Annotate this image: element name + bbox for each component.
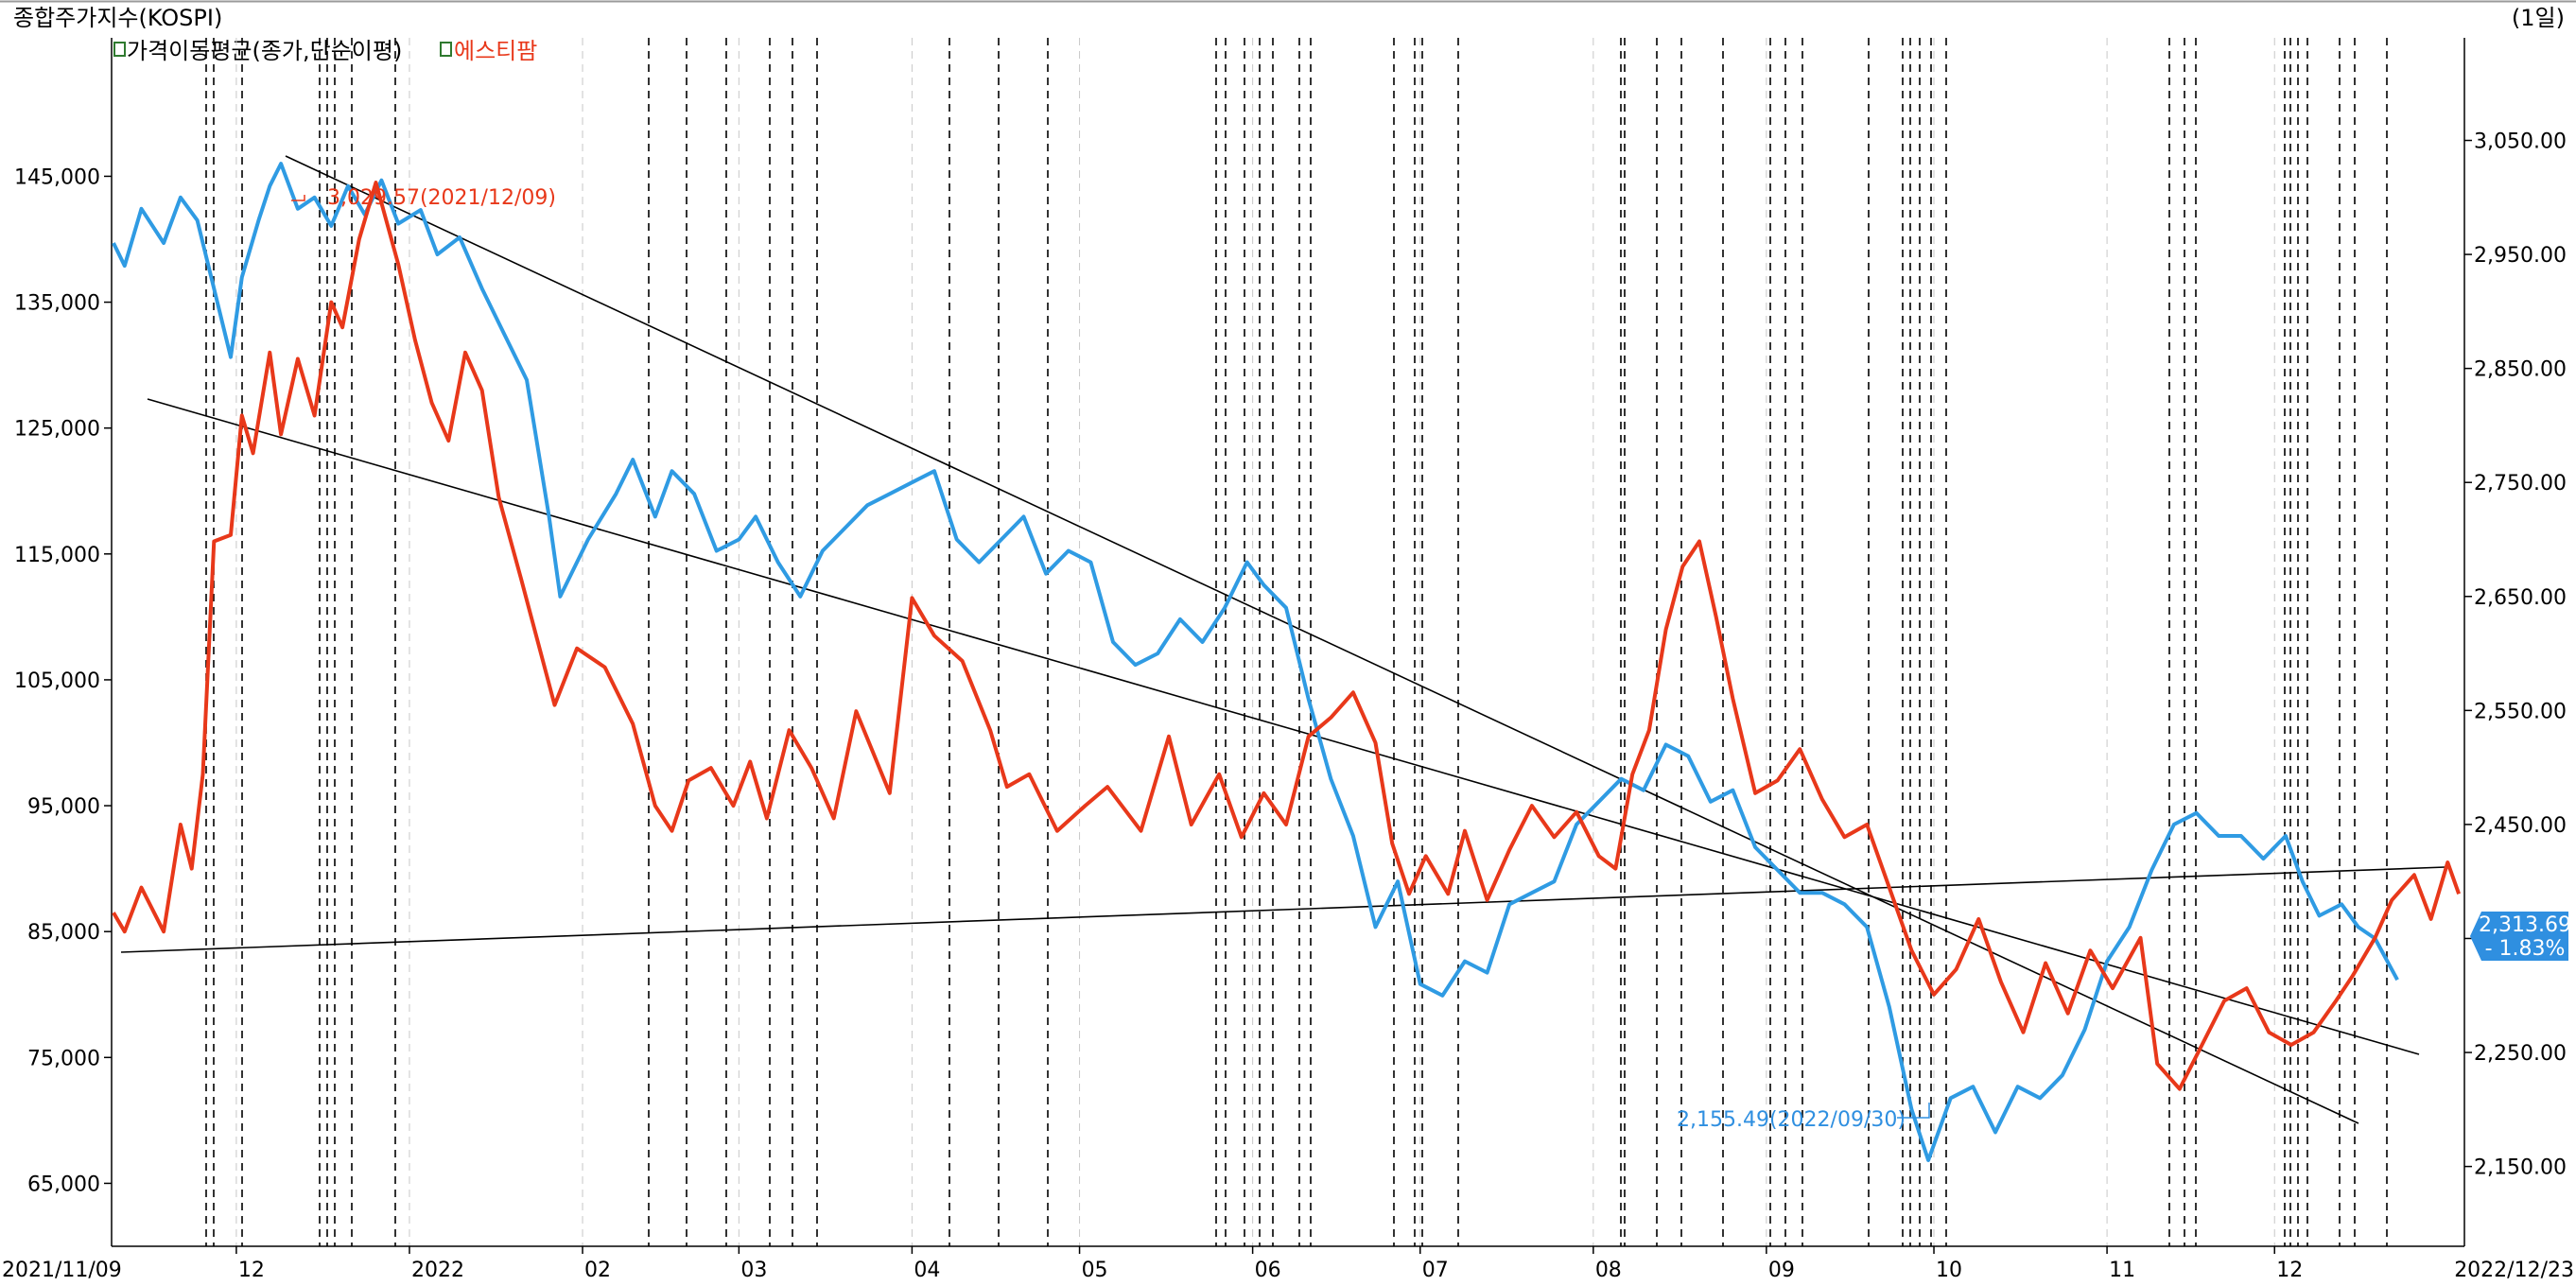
period-label[interactable]: (1일) — [2512, 5, 2565, 31]
left-tick-label: 105,000 — [14, 669, 100, 693]
current-value: 2,313.69 — [2479, 913, 2571, 937]
month-grid-lines — [235, 38, 2275, 1246]
x-tick-label: 2021/11/09 — [2, 1259, 122, 1282]
right-tick-label: 2,750.00 — [2474, 472, 2567, 495]
annotation-high: 3,029.57(2021/12/09) — [291, 186, 556, 210]
x-axis-ticks: 2021/11/09 12 2022 02 03 04 05 06 07 08 09 10 11 12 20… — [2, 1246, 2574, 1282]
right-tick-label: 2,650.00 — [2474, 586, 2567, 610]
trend-line-upper — [285, 155, 2359, 1124]
legend-stock-label[interactable]: 에스티팜 — [454, 38, 537, 64]
right-tick-label: 2,850.00 — [2474, 358, 2567, 382]
series-line-stock — [112, 181, 2461, 1091]
annotation-low-label: 2,155.49(2022/09/30) — [1677, 1108, 1906, 1132]
legend-ma-checkbox-icon[interactable] — [113, 42, 126, 57]
x-tick-label: 10 — [1936, 1259, 1962, 1282]
left-tick-label: 85,000 — [27, 921, 100, 945]
right-axis-ticks: 3,050.00 2,950.00 2,850.00 2,750.00 2,650.00… — [2464, 130, 2567, 1180]
current-value-badge: 2,313.69 - 1.83% — [2470, 912, 2571, 961]
x-tick-label: 2022 — [411, 1259, 464, 1282]
right-tick-label: 2,250.00 — [2474, 1042, 2567, 1066]
x-tick-label: 03 — [740, 1259, 767, 1282]
trend-line-support — [120, 866, 2446, 953]
legend-stock-checkbox-icon[interactable] — [440, 42, 452, 57]
series-line-kospi — [112, 162, 2399, 1162]
right-tick-label: 2,150.00 — [2474, 1156, 2567, 1180]
x-tick-label: 09 — [1768, 1259, 1795, 1282]
x-tick-label: 07 — [1422, 1259, 1449, 1282]
current-change: - 1.83% — [2485, 937, 2566, 961]
left-tick-label: 135,000 — [14, 292, 100, 316]
annotation-high-pointer — [291, 195, 305, 201]
x-tick-label: 12 — [2276, 1259, 2303, 1282]
x-tick-label: 08 — [1595, 1259, 1622, 1282]
right-tick-label: 2,450.00 — [2474, 814, 2567, 838]
left-tick-label: 75,000 — [27, 1047, 100, 1070]
right-tick-label: 3,050.00 — [2474, 130, 2567, 154]
x-tick-label: 06 — [1255, 1259, 1281, 1282]
current-value-badge-shape — [2470, 912, 2568, 961]
annotation-high-label: 3,029.57(2021/12/09) — [327, 186, 556, 210]
chart-title: 종합주가지수(KOSPI) — [13, 5, 222, 31]
legend[interactable]: 가격이동평균(종가,단순이평) 에스티팜 — [113, 38, 537, 64]
legend-ma-label[interactable]: 가격이동평균(종가,단순이평) — [127, 38, 402, 64]
x-tick-label: 02 — [584, 1259, 611, 1282]
left-axis-ticks: 145,000 135,000 125,000 115,000 105,000 95,00… — [14, 165, 112, 1196]
x-tick-label: 11 — [2109, 1259, 2135, 1282]
annotation-low: 2,155.49(2022/09/30) — [1677, 1103, 1930, 1132]
x-tick-label: 2022/12/23 — [2454, 1259, 2574, 1282]
x-tick-label: 04 — [914, 1259, 940, 1282]
left-tick-label: 115,000 — [14, 544, 100, 567]
x-tick-label: 12 — [238, 1259, 265, 1282]
left-tick-label: 95,000 — [27, 795, 100, 819]
right-tick-label: 2,950.00 — [2474, 244, 2567, 268]
right-tick-label: 2,550.00 — [2474, 700, 2567, 723]
x-tick-label: 05 — [1082, 1259, 1108, 1282]
trend-lines — [120, 155, 2446, 1124]
trend-line-middle — [147, 398, 2420, 1055]
event-marker-lines — [205, 38, 2388, 1246]
left-tick-label: 65,000 — [27, 1173, 100, 1196]
left-tick-label: 125,000 — [14, 418, 100, 442]
left-tick-label: 145,000 — [14, 165, 100, 189]
annotation-low-pointer — [1897, 1103, 1930, 1119]
